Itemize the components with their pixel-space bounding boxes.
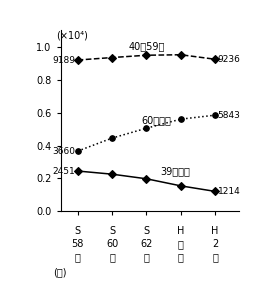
Text: 9236: 9236 — [218, 55, 240, 64]
Text: 60: 60 — [106, 239, 118, 249]
Text: 年: 年 — [212, 252, 218, 262]
Text: H: H — [211, 226, 219, 236]
Text: 1214: 1214 — [218, 187, 240, 196]
Text: (×10⁴): (×10⁴) — [56, 30, 88, 40]
Text: S: S — [143, 226, 150, 236]
Text: 2451: 2451 — [53, 166, 75, 175]
Text: 58: 58 — [72, 239, 84, 249]
Text: (人): (人) — [53, 267, 67, 278]
Text: 5843: 5843 — [218, 111, 240, 120]
Text: 年: 年 — [75, 252, 81, 262]
Text: 62: 62 — [140, 239, 153, 249]
Text: 年: 年 — [144, 252, 149, 262]
Text: 40－59歳: 40－59歳 — [128, 41, 165, 51]
Text: S: S — [75, 226, 81, 236]
Text: 9189: 9189 — [52, 56, 75, 65]
Text: 60歳以上: 60歳以上 — [141, 115, 171, 125]
Text: 2: 2 — [212, 239, 218, 249]
Text: 39歳以下: 39歳以下 — [160, 166, 190, 176]
Text: 元: 元 — [178, 239, 184, 249]
Text: H: H — [177, 226, 185, 236]
Text: 年: 年 — [178, 252, 184, 262]
Text: S: S — [109, 226, 115, 236]
Text: 年: 年 — [109, 252, 115, 262]
Text: 3660: 3660 — [52, 146, 75, 156]
